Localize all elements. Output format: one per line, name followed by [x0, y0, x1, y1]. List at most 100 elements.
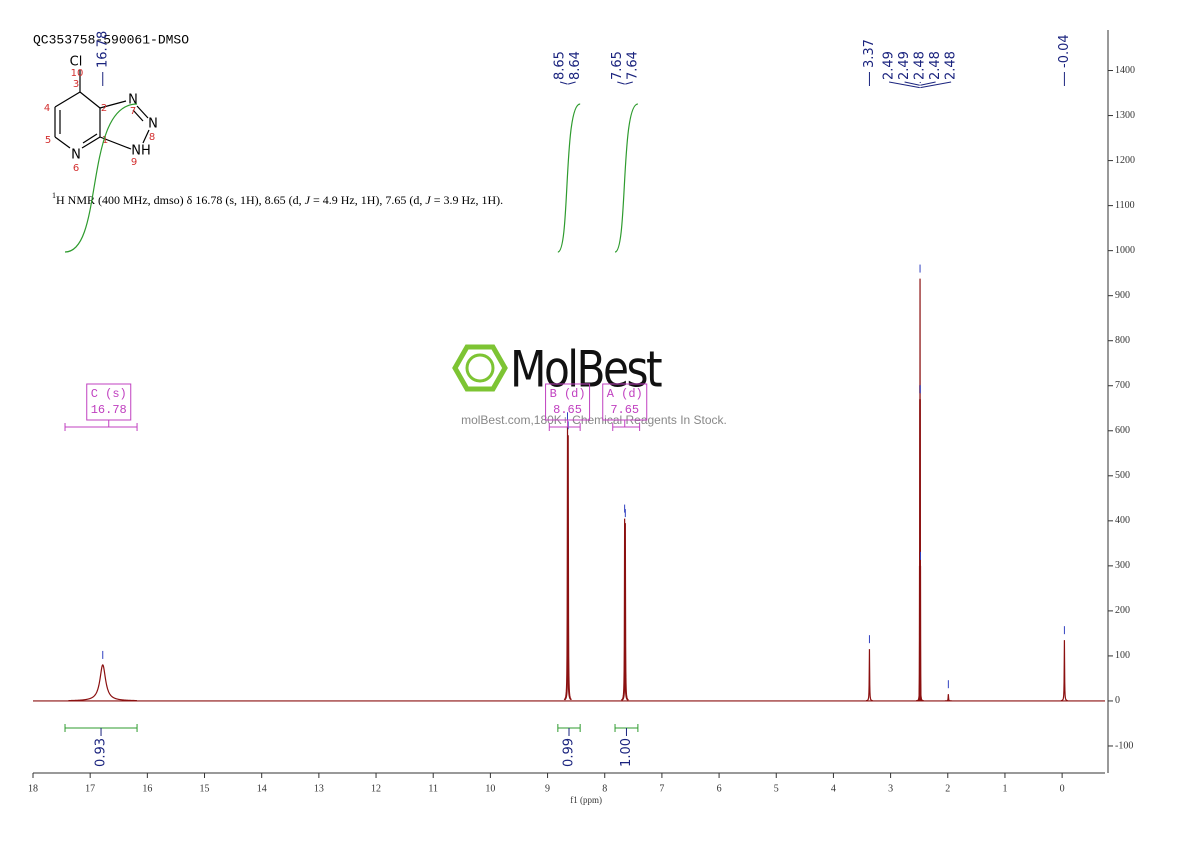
peak-label-connector [889, 81, 920, 89]
integral-label: 0.99 [562, 738, 577, 767]
watermark-brand: MolBest [510, 341, 662, 399]
peak [917, 565, 924, 702]
peak-label-connector [559, 81, 568, 85]
bond [79, 91, 101, 109]
x-tick-label: 16 [142, 783, 152, 794]
x-tick-label: 5 [774, 783, 779, 794]
watermark-logo [452, 344, 508, 392]
desc-part: = 4.9 Hz, 1H), 7.65 (d, [310, 193, 425, 207]
desc-part: = 3.9 Hz, 1H). [431, 193, 503, 207]
peak-label-connector [904, 81, 920, 86]
atom-number: 2 [101, 103, 107, 114]
structure [54, 70, 150, 150]
peak-label: 16.78 [95, 31, 110, 68]
integral-curve [557, 103, 581, 253]
peak-label: 2.48 [913, 51, 928, 80]
atom-number: 6 [73, 163, 79, 174]
y-tick-label: 700 [1115, 380, 1130, 391]
atom: Cl [70, 55, 83, 70]
multiplet-name: C (s) [91, 387, 127, 401]
x-tick-label: 17 [85, 783, 95, 794]
desc-part: J [425, 193, 431, 207]
x-tick-label: 12 [371, 783, 381, 794]
atom: N [128, 93, 138, 108]
x-tick-label: 2 [945, 783, 950, 794]
y-tick-label: 1000 [1115, 245, 1135, 256]
multiplet-shift: 8.65 [553, 403, 582, 417]
x-tick-label: 4 [831, 783, 836, 794]
y-tick-label: 200 [1115, 605, 1130, 616]
y-tick-label: 300 [1115, 560, 1130, 571]
peak [865, 649, 873, 702]
atom-number: 4 [44, 103, 50, 114]
x-axis-label: f1 (ppm) [570, 795, 602, 805]
bond [81, 136, 101, 149]
bond [54, 91, 81, 108]
peak-label: 3.37 [862, 39, 877, 68]
peak-label: 7.64 [625, 51, 640, 80]
peak-label: 2.48 [944, 51, 959, 80]
y-tick-label: 800 [1115, 335, 1130, 346]
x-tick-label: 6 [717, 783, 722, 794]
x-tick-label: 1 [1002, 783, 1007, 794]
bond [142, 129, 150, 144]
desc-part: J [305, 193, 311, 207]
y-tick-label: 1100 [1115, 200, 1135, 211]
integral-curve [614, 103, 639, 253]
atom: NH [131, 144, 151, 159]
atom-number: 3 [73, 79, 79, 90]
atom: N [148, 117, 158, 132]
atom-number: 10 [71, 68, 84, 79]
y-tick-label: 600 [1115, 425, 1130, 436]
peak-label: -0.04 [1057, 34, 1072, 68]
x-tick-label: 8 [602, 783, 607, 794]
x-tick-label: 0 [1060, 783, 1065, 794]
atom-number: 1 [102, 135, 108, 146]
y-tick-label: 1400 [1115, 65, 1135, 76]
bond [82, 133, 98, 144]
x-tick-label: 7 [659, 783, 664, 794]
peak [944, 694, 952, 702]
y-tick-label: 1300 [1115, 110, 1135, 121]
peak-label: 8.65 [553, 51, 568, 80]
atom-number: 7 [130, 106, 136, 117]
atom-number: 8 [149, 132, 155, 143]
atom: N [71, 148, 81, 163]
y-tick-label: 0 [1115, 695, 1120, 706]
x-tick-label: 13 [314, 783, 324, 794]
peak [563, 426, 572, 701]
multiplet-name: A (d) [607, 387, 643, 401]
bond [54, 136, 71, 149]
x-tick-label: 10 [485, 783, 495, 794]
bond [132, 109, 144, 122]
multiplet-name: B (d) [550, 387, 586, 401]
x-tick-label: 18 [28, 783, 38, 794]
title: QC353758-590061-DMSO [33, 32, 189, 47]
peak-label-connector [617, 81, 625, 85]
peak-label: 8.64 [568, 51, 583, 80]
x-tick-label: 3 [888, 783, 893, 794]
y-tick-label: 500 [1115, 470, 1130, 481]
peak [621, 523, 629, 701]
nmr-description: 1H NMR (400 MHz, dmso) δ 16.78 (s, 1H), … [52, 191, 503, 207]
peak-label-connector [920, 81, 936, 86]
integral-label: 1.00 [619, 738, 634, 767]
x-tick-label: 11 [428, 783, 438, 794]
bond [99, 100, 127, 109]
y-tick-label: 100 [1115, 650, 1130, 661]
desc-part: H NMR (400 MHz, dmso) δ 16.78 (s, 1H), 8… [56, 193, 305, 207]
peak [68, 664, 137, 702]
peak-label: 2.49 [882, 51, 897, 80]
atom-number: 9 [131, 157, 137, 168]
bond [99, 136, 132, 150]
peak-label-connector [625, 81, 633, 85]
integral-label: 0.93 [94, 738, 109, 767]
integral-curve [64, 103, 138, 253]
y-tick-label: 1200 [1115, 155, 1135, 166]
multiplet-shift: 16.78 [91, 403, 127, 417]
peak-label-connector [920, 81, 952, 89]
bond [136, 105, 149, 119]
isotope: 1 [52, 191, 56, 200]
